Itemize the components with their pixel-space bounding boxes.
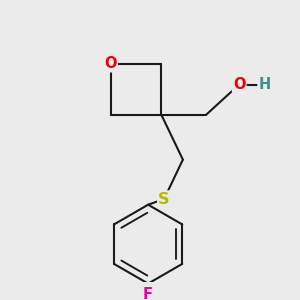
Text: H: H <box>258 77 271 92</box>
Text: F: F <box>143 287 153 300</box>
Text: O: O <box>233 77 245 92</box>
Text: O: O <box>104 56 117 71</box>
Text: S: S <box>158 192 170 207</box>
